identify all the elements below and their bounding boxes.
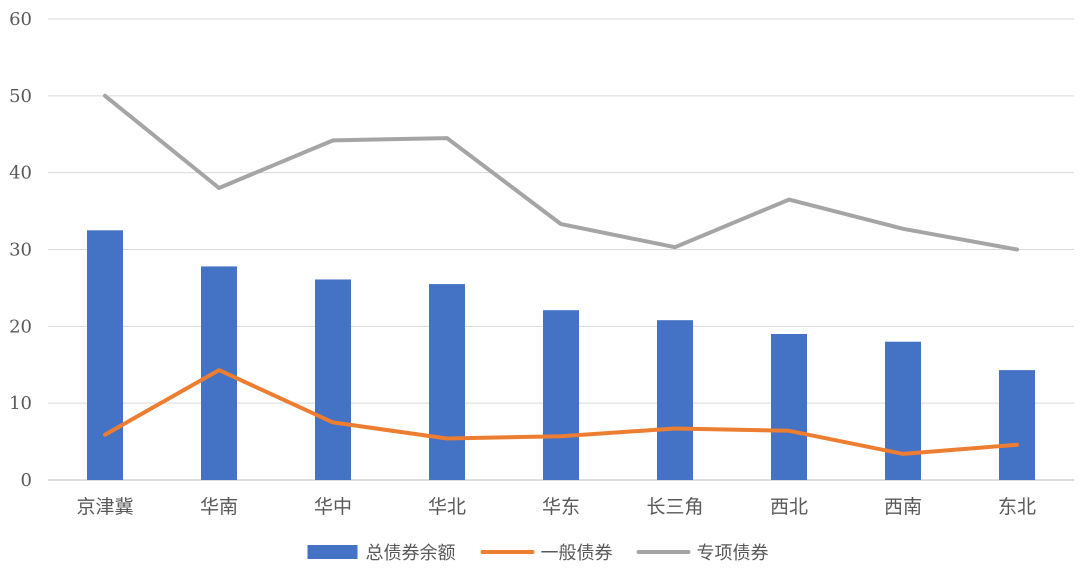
x-tick-label: 华南 [200,496,238,518]
bar-总债券余额 [201,266,237,480]
legend-label: 总债券余额 [366,543,456,564]
x-tick-label: 西南 [884,496,922,518]
x-tick-label: 西北 [770,496,808,518]
bar-总债券余额 [429,284,465,480]
x-tick-label: 京津冀 [76,496,133,518]
x-tick-label: 华北 [428,496,466,518]
y-tick-label: 0 [21,470,32,491]
bar-总债券余额 [885,341,921,480]
y-tick-label: 50 [9,86,32,107]
bar-总债券余额 [87,230,123,480]
y-tick-label: 40 [9,163,32,184]
bar-总债券余额 [999,370,1035,480]
y-tick-label: 10 [9,393,32,414]
x-tick-label: 华中 [314,496,352,518]
x-tick-label: 长三角 [646,496,703,518]
bar-总债券余额 [543,310,579,480]
y-tick-label: 20 [9,316,32,337]
line-一般债券 [103,368,1019,456]
line-专项债券 [103,93,1019,252]
legend-label: 专项债券 [697,543,769,564]
y-tick-label: 30 [9,240,32,261]
x-tick-label: 华东 [542,496,580,518]
line-series [103,93,1019,456]
bar-series [87,230,1035,480]
bar-总债券余额 [771,334,807,480]
legend: 总债券余额 一般债券 专项债券 [307,543,769,564]
y-axis-ticks: 0 10 20 30 40 50 60 [9,9,32,491]
legend-swatch-总债券余额 [307,545,358,559]
x-axis-categories: 京津冀 华南 华中 华北 华东 长三角 西北 西南 东北 [76,496,1036,518]
y-tick-label: 60 [9,9,32,30]
legend-label: 一般债券 [541,543,613,564]
bar-总债券余额 [315,279,351,480]
x-tick-label: 东北 [998,496,1036,518]
bar-总债券余额 [657,320,693,480]
